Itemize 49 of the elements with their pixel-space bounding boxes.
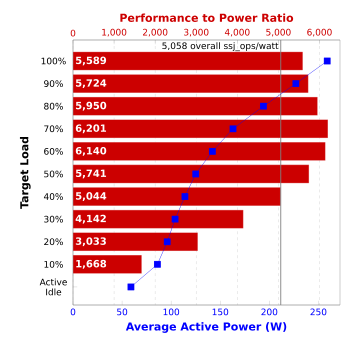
data-label: 5,950 bbox=[76, 102, 106, 111]
y-tick-label: 80% bbox=[44, 102, 63, 110]
point bbox=[260, 102, 267, 110]
point bbox=[230, 125, 236, 132]
y-tick-label: 30% bbox=[44, 216, 63, 223]
y-axis-title: Target Load bbox=[20, 136, 31, 209]
data-label: 5,044 bbox=[76, 192, 106, 201]
x-tick-label: 0 bbox=[70, 308, 76, 316]
y-tick-label: 70% bbox=[44, 125, 63, 132]
x2-tick-label: 0 bbox=[70, 30, 76, 36]
data-label: 5,589 bbox=[76, 56, 106, 66]
y-tick-label: 20% bbox=[44, 238, 63, 246]
y-tick-label: 10% bbox=[44, 260, 63, 268]
data-label: 6,140 bbox=[76, 146, 106, 156]
x2-tick-label: 4,000 bbox=[224, 28, 250, 36]
point bbox=[154, 260, 161, 268]
point bbox=[192, 170, 200, 178]
x-tick-label: 250 bbox=[310, 308, 326, 316]
point bbox=[164, 238, 171, 246]
point bbox=[172, 216, 178, 223]
data-label: 6,201 bbox=[76, 124, 106, 134]
ref-line-label: 5,058 overall ssj_ops/watt bbox=[162, 42, 278, 52]
point bbox=[209, 148, 216, 155]
x2-tick-label: 2,000 bbox=[142, 28, 168, 36]
x2-tick-label: 1,000 bbox=[102, 28, 126, 36]
y-tick-label: Active Idle bbox=[40, 278, 67, 296]
x-tick-label: 100 bbox=[164, 308, 180, 316]
y-tick-label: 100% bbox=[42, 58, 66, 64]
point bbox=[292, 80, 300, 87]
x2-tick-label: 5,000 bbox=[266, 28, 291, 36]
data-label: 3,033 bbox=[76, 237, 106, 246]
y-tick-label: 50% bbox=[44, 170, 63, 178]
point bbox=[324, 58, 331, 64]
x2-tick-label: 6,000 bbox=[307, 28, 332, 36]
x-axis-title: Average Active Power (W) bbox=[126, 322, 286, 333]
y-tick-label: 40% bbox=[44, 193, 63, 200]
x2-axis-title: Performance to Power Ratio bbox=[120, 13, 294, 22]
data-label: 5,724 bbox=[76, 79, 106, 88]
point bbox=[182, 193, 188, 200]
x-tick-label: 200 bbox=[261, 308, 278, 316]
data-label: 4,142 bbox=[76, 214, 106, 224]
x-tick-label: 150 bbox=[212, 308, 228, 316]
y-tick-label: 90% bbox=[44, 80, 63, 87]
data-label: 1,668 bbox=[76, 260, 106, 269]
x2-tick-label: 3,000 bbox=[184, 28, 208, 36]
x-tick-label: 50 bbox=[117, 308, 128, 316]
y-tick-label: 60% bbox=[44, 148, 63, 155]
data-label: 5,741 bbox=[76, 170, 106, 178]
point bbox=[128, 284, 134, 290]
